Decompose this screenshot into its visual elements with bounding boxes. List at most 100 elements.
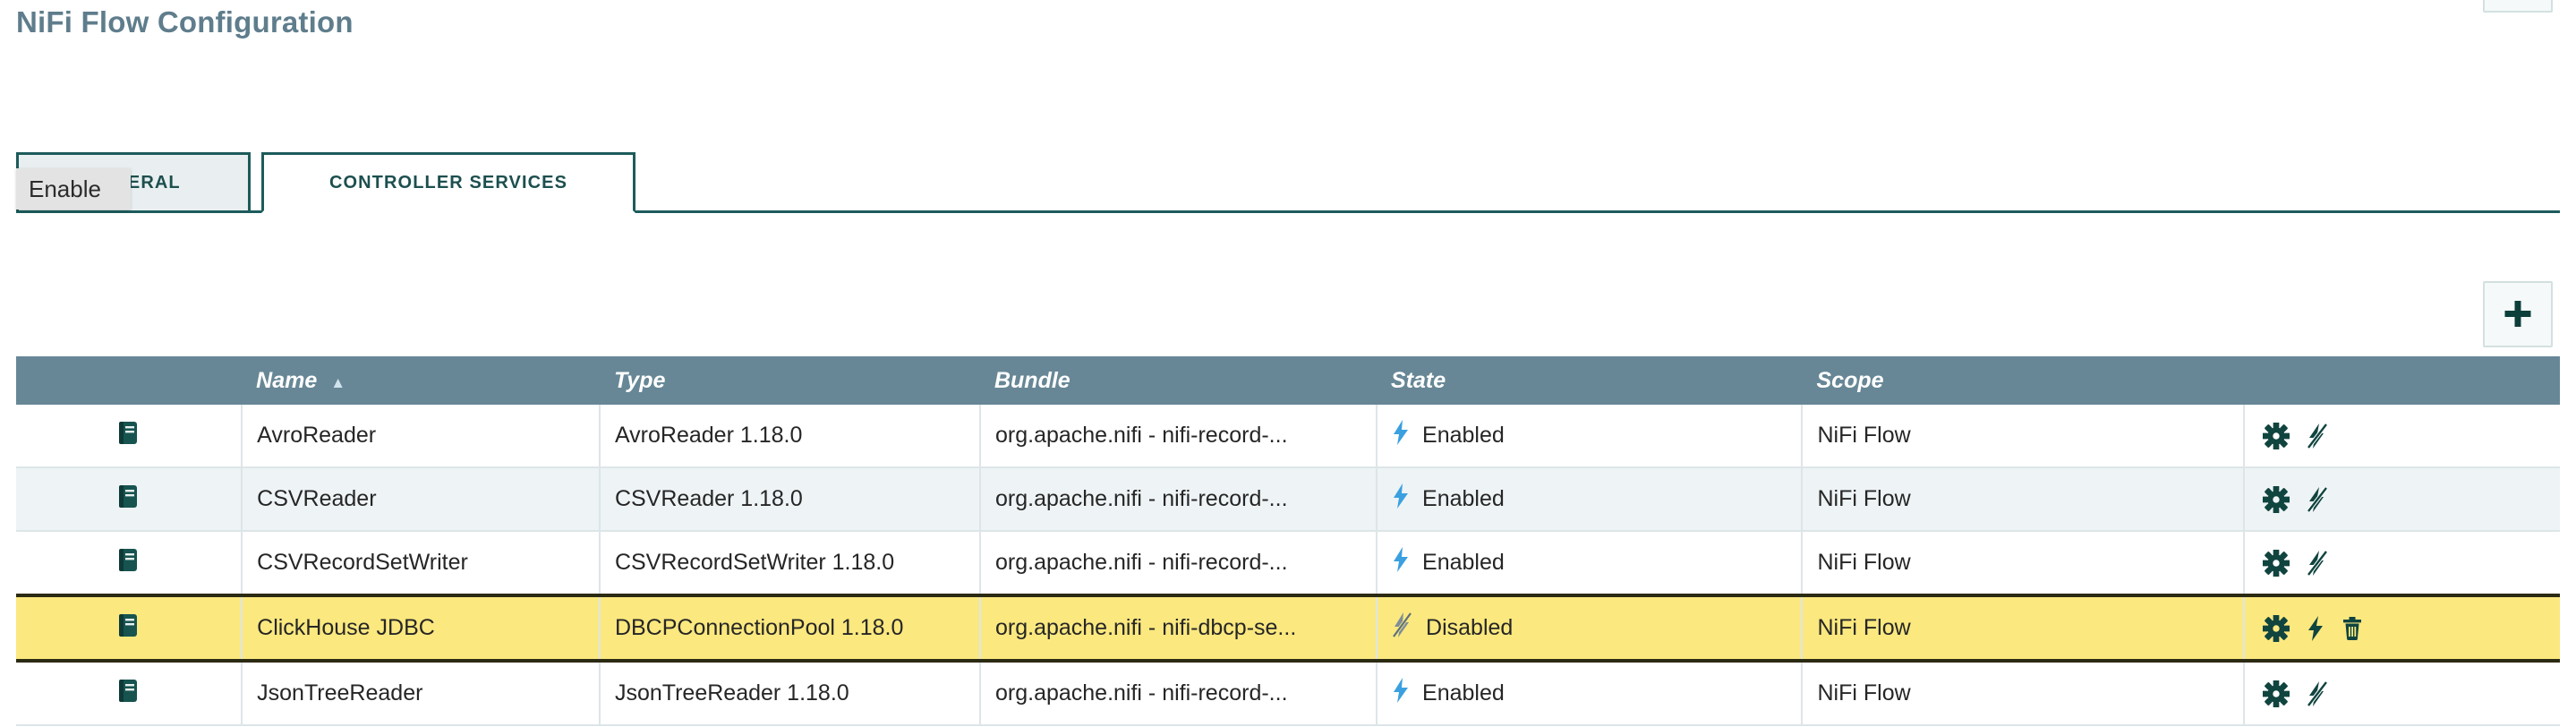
trash-icon[interactable]	[2341, 616, 2363, 641]
column-header-scope[interactable]: Scope	[1802, 356, 2244, 405]
disable-bolt-icon[interactable]	[2306, 423, 2331, 449]
row-documentation-cell[interactable]	[16, 594, 243, 663]
row-type-cell: AvroReader 1.18.0	[598, 405, 980, 467]
row-scope-text: NiFi Flow	[1817, 486, 1911, 511]
column-header-name[interactable]: Name ▲	[242, 356, 600, 405]
row-documentation-cell[interactable]	[16, 531, 243, 595]
row-name-cell: CSVReader	[241, 467, 600, 531]
row-scope-cell: NiFi Flow	[1801, 661, 2244, 725]
documentation-book-icon[interactable]	[117, 614, 141, 643]
row-state-text: Disabled	[1426, 615, 1514, 640]
disable-bolt-icon[interactable]	[2306, 680, 2331, 707]
row-scope-text: NiFi Flow	[1817, 680, 1911, 706]
table-row[interactable]: AvroReader AvroReader 1.18.0 org.apache.ni…	[16, 405, 2560, 467]
plus-icon	[2502, 298, 2534, 330]
row-bundle-text: org.apache.nifi - nifi-record-...	[994, 680, 1288, 706]
row-bundle-text: org.apache.nifi - nifi-record-...	[994, 550, 1288, 575]
gear-icon[interactable]	[2262, 679, 2290, 708]
gear-icon[interactable]	[2262, 548, 2290, 577]
state-enabled-bolt-icon	[1392, 546, 1410, 579]
row-name-cell: JsonTreeReader	[241, 661, 600, 725]
row-documentation-cell[interactable]	[16, 661, 243, 725]
row-state-text: Enabled	[1422, 550, 1505, 575]
window-top-right-button[interactable]	[2483, 0, 2553, 13]
enable-bolt-icon[interactable]	[2306, 615, 2325, 642]
row-scope-cell: NiFi Flow	[1801, 531, 2244, 595]
tab-bar: GENERAL CONTROLLER SERVICES	[16, 152, 2560, 213]
table-body: AvroReader AvroReader 1.18.0 org.apache.ni…	[16, 405, 2560, 725]
row-actions-cell	[2242, 661, 2560, 725]
table-header-row: Name ▲ Type Bundle State Scope	[16, 356, 2560, 405]
row-type-cell: CSVReader 1.18.0	[598, 467, 980, 531]
row-scope-cell: NiFi Flow	[1801, 594, 2244, 663]
column-header-icon	[16, 356, 243, 405]
row-state-text: Enabled	[1422, 423, 1505, 448]
row-bundle-cell: org.apache.nifi - nifi-dbcp-se...	[978, 594, 1378, 663]
tab-controller-services-label: CONTROLLER SERVICES	[328, 172, 568, 192]
documentation-book-icon[interactable]	[117, 485, 141, 514]
row-name-text: CSVRecordSetWriter	[257, 550, 468, 575]
row-name-text: JsonTreeReader	[257, 680, 423, 706]
sort-ascending-icon: ▲	[330, 373, 346, 391]
row-type-cell: CSVRecordSetWriter 1.18.0	[598, 531, 980, 595]
add-controller-service-button[interactable]	[2483, 281, 2553, 347]
row-scope-text: NiFi Flow	[1817, 550, 1911, 575]
row-bundle-text: org.apache.nifi - nifi-record-...	[994, 423, 1288, 448]
row-name-text: ClickHouse JDBC	[257, 615, 435, 640]
state-enabled-bolt-icon	[1392, 419, 1410, 452]
row-type-cell: JsonTreeReader 1.18.0	[598, 661, 980, 725]
row-state-cell: Enabled	[1376, 467, 1803, 531]
row-name-cell: AvroReader	[241, 405, 600, 467]
row-actions-cell	[2242, 531, 2560, 595]
row-type-cell: DBCPConnectionPool 1.18.0	[598, 594, 980, 663]
column-header-actions	[2243, 356, 2560, 405]
row-name-cell: ClickHouse JDBC	[241, 594, 600, 663]
column-header-state[interactable]: State	[1377, 356, 1803, 405]
disable-bolt-icon[interactable]	[2306, 550, 2331, 577]
row-name-text: CSVReader	[257, 486, 377, 511]
row-state-cell: Enabled	[1376, 531, 1803, 595]
row-type-text: CSVReader 1.18.0	[614, 486, 803, 511]
row-type-text: CSVRecordSetWriter 1.18.0	[614, 550, 895, 575]
tab-controller-services[interactable]: CONTROLLER SERVICES	[261, 152, 635, 213]
state-disabled-bolt-icon	[1392, 612, 1413, 645]
gear-icon[interactable]	[2262, 421, 2290, 450]
gear-icon[interactable]	[2262, 484, 2290, 514]
row-actions-cell	[2242, 594, 2560, 663]
gear-icon[interactable]	[2262, 613, 2290, 643]
row-documentation-cell[interactable]	[16, 467, 243, 531]
enable-tooltip: Enable	[16, 168, 131, 210]
row-state-cell: Disabled	[1376, 594, 1803, 663]
row-scope-text: NiFi Flow	[1817, 423, 1911, 448]
row-actions-cell	[2242, 405, 2560, 467]
table-row[interactable]: CSVReader CSVReader 1.18.0 org.apache.nifi…	[16, 467, 2560, 531]
row-bundle-cell: org.apache.nifi - nifi-record-...	[978, 405, 1378, 467]
column-header-type[interactable]: Type	[599, 356, 980, 405]
table-row[interactable]: JsonTreeReader JsonTreeReader 1.18.0 org.a…	[16, 661, 2560, 725]
state-enabled-bolt-icon	[1392, 483, 1410, 516]
row-documentation-cell[interactable]	[16, 405, 243, 467]
table-row[interactable]: ClickHouse JDBC DBCPConnectionPool 1.18.0…	[16, 594, 2560, 663]
documentation-book-icon[interactable]	[117, 422, 141, 450]
row-bundle-text: org.apache.nifi - nifi-record-...	[994, 486, 1288, 511]
page-title: NiFi Flow Configuration	[16, 5, 354, 38]
row-bundle-cell: org.apache.nifi - nifi-record-...	[978, 531, 1378, 595]
row-scope-cell: NiFi Flow	[1801, 467, 2244, 531]
documentation-book-icon[interactable]	[117, 549, 141, 577]
controller-services-table: Name ▲ Type Bundle State Scope AvroReade…	[16, 356, 2560, 726]
documentation-book-icon[interactable]	[117, 680, 141, 708]
row-actions-cell	[2242, 467, 2560, 531]
disable-bolt-icon[interactable]	[2306, 486, 2331, 513]
table-row[interactable]: CSVRecordSetWriter CSVRecordSetWriter 1.1…	[16, 531, 2560, 595]
row-type-text: DBCPConnectionPool 1.18.0	[614, 615, 904, 640]
row-scope-text: NiFi Flow	[1817, 615, 1911, 640]
row-bundle-text: org.apache.nifi - nifi-dbcp-se...	[994, 615, 1297, 640]
row-type-text: JsonTreeReader 1.18.0	[614, 680, 849, 706]
column-header-name-label: Name	[256, 367, 318, 393]
column-header-bundle[interactable]: Bundle	[979, 356, 1378, 405]
table-header: Name ▲ Type Bundle State Scope	[16, 356, 2560, 405]
row-type-text: AvroReader 1.18.0	[614, 423, 803, 448]
row-state-cell: Enabled	[1376, 661, 1803, 725]
row-state-text: Enabled	[1422, 486, 1505, 511]
row-name-cell: CSVRecordSetWriter	[241, 531, 600, 595]
